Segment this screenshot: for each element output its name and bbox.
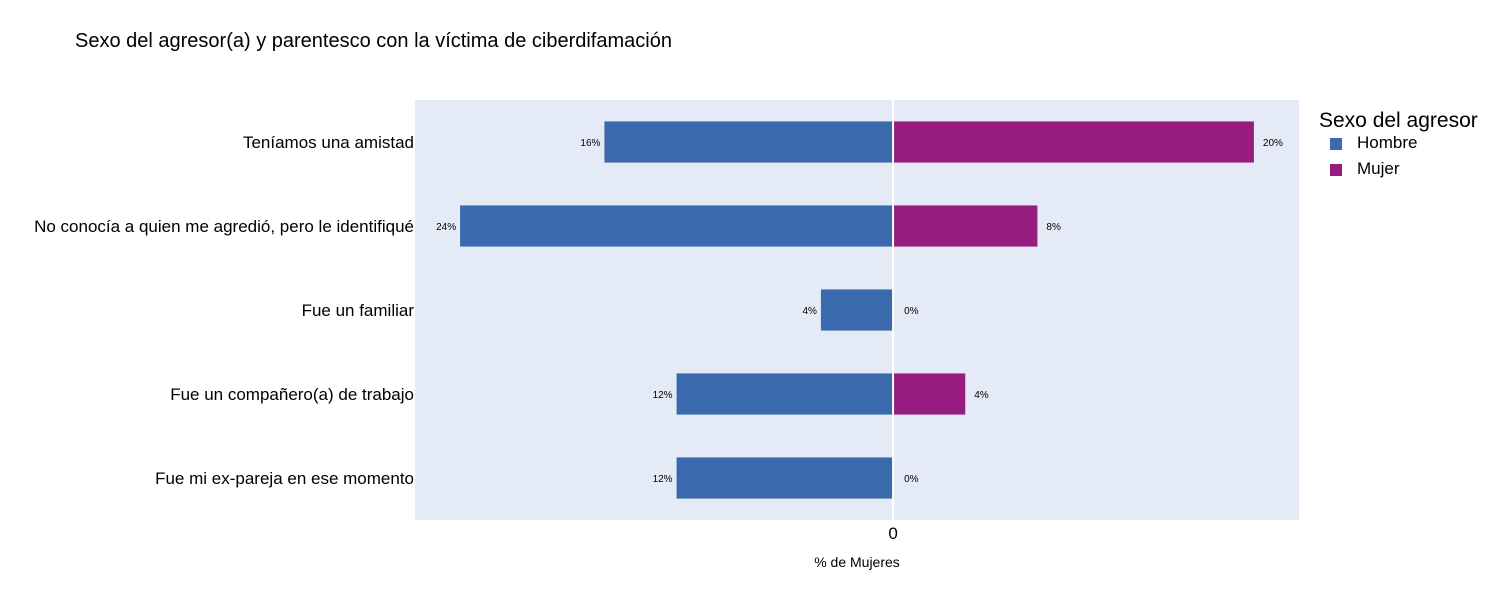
bar-hombre-0[interactable] — [604, 121, 894, 163]
data-label-hombre-2: 4% — [802, 306, 817, 317]
bar-hombre-4[interactable] — [676, 457, 894, 499]
x-axis-title: % de Mujeres — [814, 554, 900, 570]
data-label-mujer-3: 4% — [974, 390, 989, 401]
data-label-mujer-4: 0% — [904, 474, 919, 485]
data-label-mujer-1: 8% — [1046, 222, 1061, 233]
bar-hombre-1[interactable] — [460, 205, 894, 247]
y-axis-labels: Teníamos una amistad No conocía a quien m… — [34, 133, 414, 488]
legend: Sexo del agresor Hombre Mujer — [1319, 109, 1478, 185]
legend-swatch-hombre — [1330, 138, 1342, 150]
legend-item-hombre[interactable]: Hombre — [1319, 133, 1478, 159]
bar-hombre-2[interactable] — [820, 289, 894, 331]
labels-group: 16% 20% 24% 8% 4% 0% 12% 4% 12% 0% — [436, 138, 1283, 485]
legend-label-mujer: Mujer — [1357, 159, 1400, 178]
bars-group — [460, 121, 1254, 499]
legend-item-mujer[interactable]: Mujer — [1319, 159, 1478, 185]
data-label-hombre-4: 12% — [653, 474, 673, 485]
bar-hombre-3[interactable] — [676, 373, 894, 415]
data-label-hombre-1: 24% — [436, 222, 456, 233]
y-tick-label-fue-mi-ex-pareja-en-ese-momento: Fue mi ex-pareja en ese momento — [155, 469, 414, 488]
data-label-hombre-0: 16% — [580, 138, 600, 149]
chart-title: Sexo del agresor(a) y parentesco con la … — [75, 30, 672, 52]
data-label-hombre-3: 12% — [653, 390, 673, 401]
y-tick-label-no-conocia-a-quien-me-agredio-pero-le-identifique: No conocía a quien me agredió, pero le i… — [34, 217, 414, 236]
x-tick-label-0: 0 — [888, 524, 897, 543]
bar-mujer-3[interactable] — [893, 373, 966, 415]
y-tick-label-fue-un-companero-a-de-trabajo: Fue un compañero(a) de trabajo — [170, 385, 414, 404]
data-label-mujer-0: 20% — [1263, 138, 1283, 149]
y-tick-label-teniamos-una-amistad: Teníamos una amistad — [243, 133, 414, 152]
legend-swatch-mujer — [1330, 164, 1342, 176]
y-tick-label-fue-un-familiar: Fue un familiar — [302, 301, 415, 320]
bar-mujer-0[interactable] — [893, 121, 1254, 163]
data-label-mujer-2: 0% — [904, 306, 919, 317]
legend-title: Sexo del agresor — [1319, 109, 1478, 132]
bar-mujer-1[interactable] — [893, 205, 1038, 247]
legend-label-hombre: Hombre — [1357, 133, 1418, 152]
